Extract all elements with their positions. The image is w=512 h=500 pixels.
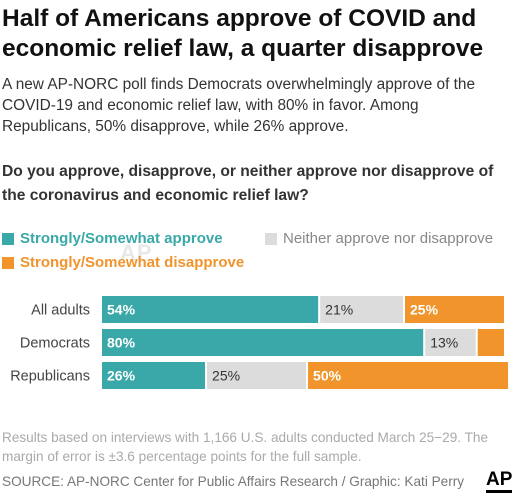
data-label: 50% <box>313 368 342 384</box>
bar-segment <box>207 362 307 389</box>
legend-label-disapprove: Strongly/Somewhat disapprove <box>20 254 245 271</box>
source-credit: SOURCE: AP-NORC Center for Public Affair… <box>2 474 465 489</box>
category-label: All adults <box>31 303 90 319</box>
bar-segment <box>102 329 424 356</box>
survey-question: Do you approve, disapprove, or neither a… <box>2 163 494 204</box>
bar-segment <box>405 296 504 323</box>
data-label: 80% <box>107 335 136 351</box>
bar-segment <box>308 362 509 389</box>
legend-swatch-approve <box>2 232 14 245</box>
legend: Strongly/Somewhat approve Neither approv… <box>2 228 510 272</box>
data-label: 26% <box>107 368 136 384</box>
legend-item-disapprove: Strongly/Somewhat disapprove <box>2 254 244 271</box>
legend-label-neither: Neither approve nor disapprove <box>283 230 494 247</box>
bar-segment <box>477 329 504 356</box>
legend-swatch-disapprove <box>2 256 14 269</box>
legend-item-neither: Neither approve nor disapprove <box>265 230 493 247</box>
chart-subtitle: A new AP-NORC poll finds Democrats overw… <box>2 76 476 135</box>
ap-watermark: AP <box>120 240 153 265</box>
chart-title: Half of Americans approve of COVID and e… <box>2 5 484 62</box>
data-label: 25% <box>212 368 240 384</box>
data-label: 13% <box>430 335 458 351</box>
legend-swatch-neither <box>265 232 277 245</box>
footnote: Results based on interviews with 1,166 U… <box>2 430 489 464</box>
data-label: 25% <box>410 302 439 318</box>
category-label: Democrats <box>20 336 90 352</box>
bar-segment <box>425 329 476 356</box>
category-label: Republicans <box>10 369 90 385</box>
bar-segment <box>102 296 319 323</box>
stacked-bar-chart: All adults 54% 21% 25% Democrats 80% 13% Republ… <box>10 296 509 389</box>
data-label: 54% <box>107 302 136 318</box>
legend-item-approve: Strongly/Somewhat approve <box>2 230 223 247</box>
bar-segment <box>320 296 403 323</box>
legend-label-approve: Strongly/Somewhat approve <box>20 230 223 247</box>
bar-segment <box>102 362 206 389</box>
data-label: 21% <box>325 302 353 318</box>
ap-logo: AP <box>486 469 512 493</box>
